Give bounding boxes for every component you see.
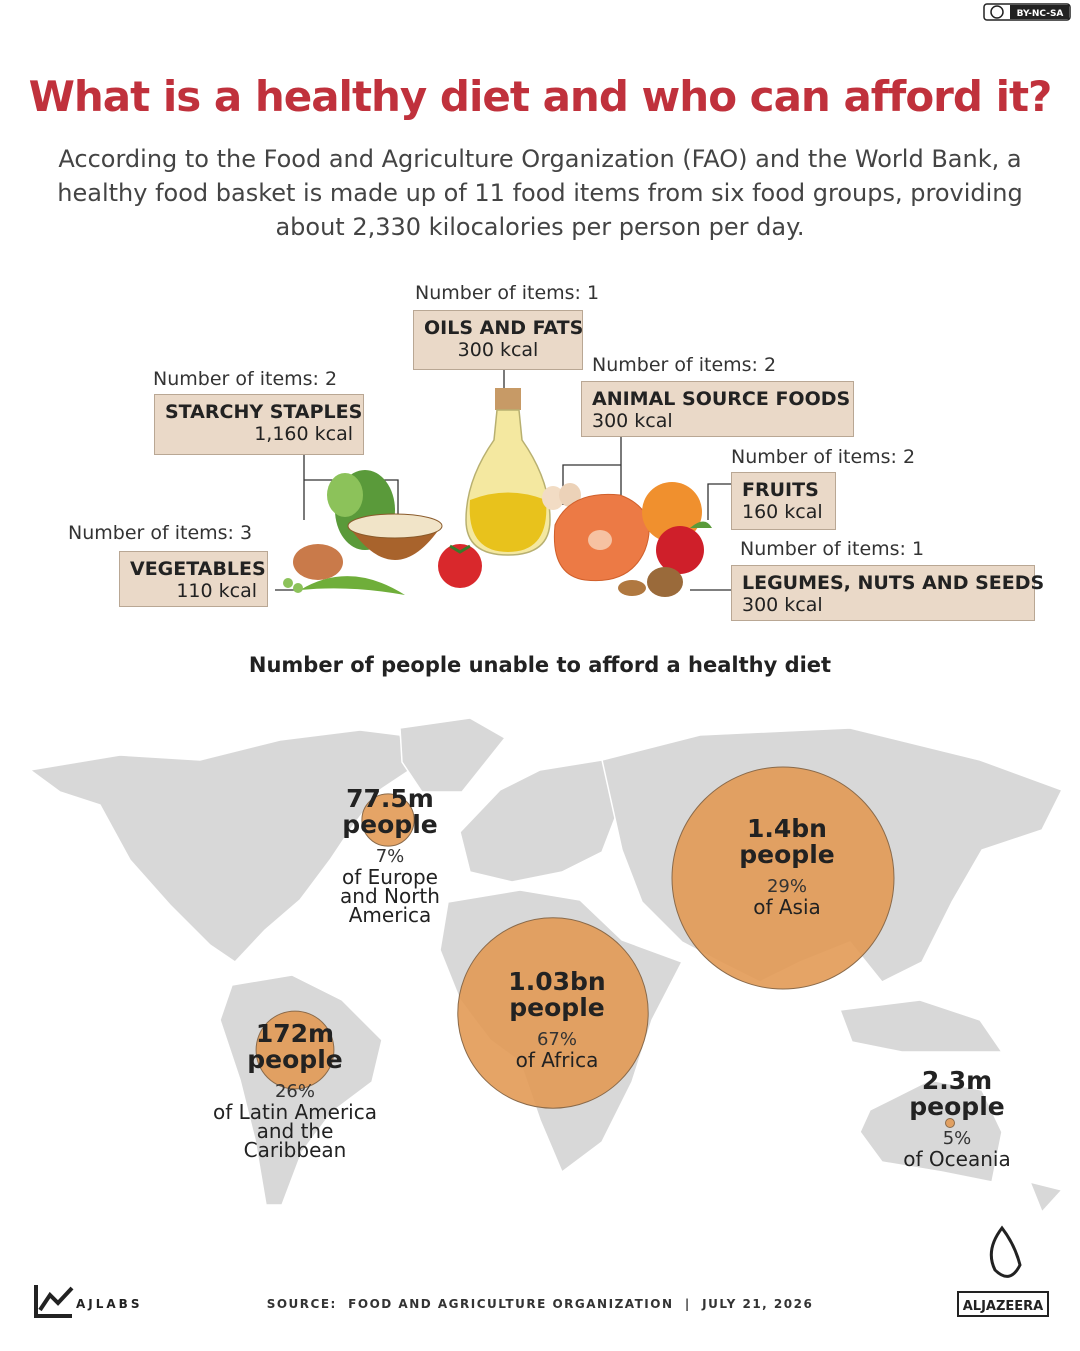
map-title: Number of people unable to afford a heal… — [248, 653, 832, 677]
food-group-box: STARCHY STAPLES 1,160 kcal — [154, 394, 364, 455]
bubble — [255, 1010, 335, 1090]
bubble — [457, 917, 649, 1109]
ajlabs-icon — [34, 1285, 74, 1318]
amount: 1.03bn — [508, 967, 606, 996]
unit: people — [342, 810, 438, 839]
items-count: Number of items: 2 — [731, 446, 916, 468]
bubble — [361, 793, 415, 847]
region-label: 1.4bn people 29% of Asia — [727, 814, 847, 919]
bubbles — [255, 766, 955, 1128]
license-badge-fill — [1010, 5, 1069, 19]
items-count: Number of items: 1 — [740, 538, 925, 560]
region-name: of Asia — [753, 895, 821, 919]
unit: people — [509, 993, 605, 1022]
source: SOURCE: FOOD AND AGRICULTURE ORGANIZATIO… — [266, 1297, 814, 1311]
region-label: 172m people 26% of Latin America and the Ca… — [205, 1019, 385, 1162]
aljazeera-logo: ALJAZEERA — [963, 1299, 1044, 1314]
bubble — [671, 766, 895, 990]
bubble — [945, 1118, 955, 1128]
region-name: of Europe and North America — [340, 865, 440, 927]
brand: AJLABS — [76, 1297, 142, 1311]
food-group-name: VEGETABLES — [130, 558, 266, 580]
aljazeera-emblem — [989, 1225, 1022, 1278]
cc-icon — [990, 5, 1004, 19]
food-group-name: ANIMAL SOURCE FOODS — [592, 388, 851, 410]
aljazeera-frame — [957, 1291, 1049, 1317]
region-name: of Latin America and the Caribbean — [213, 1100, 377, 1162]
food-group-kcal: 300 kcal — [457, 339, 539, 361]
food-group-name: LEGUMES, NUTS AND SEEDS — [742, 572, 1045, 594]
license-text: BY-NC-SA — [1017, 9, 1064, 19]
food-group-name: STARCHY STAPLES — [165, 401, 363, 423]
share: 67% — [536, 1029, 577, 1050]
food-group-kcal: 160 kcal — [742, 501, 823, 523]
subtitle: According to the Food and Agriculture Or… — [57, 145, 1023, 241]
amount: 77.5m — [346, 784, 434, 813]
food-group-kcal: 110 kcal — [176, 580, 257, 602]
food-group-box: ANIMAL SOURCE FOODS 300 kcal — [581, 381, 854, 437]
unit: people — [739, 840, 835, 869]
food-group-box: LEGUMES, NUTS AND SEEDS 300 kcal — [731, 565, 1045, 621]
region-label: 77.5m people 7% of Europe and North America — [330, 784, 450, 927]
items-count: Number of items: 2 — [153, 368, 338, 390]
food-group-box: VEGETABLES 110 kcal — [119, 551, 268, 607]
amount: 172m — [255, 1019, 335, 1048]
amount: 1.4bn — [747, 814, 827, 843]
food-group-box: OILS AND FATS 300 kcal — [413, 310, 583, 370]
share: 26% — [274, 1081, 315, 1102]
title: What is a healthy diet and who can affor… — [28, 72, 1053, 121]
region-name: of Oceania — [903, 1147, 1011, 1171]
amount: 2.3m — [921, 1066, 993, 1095]
items-count: Number of items: 2 — [592, 354, 777, 376]
unit: people — [247, 1045, 343, 1074]
food-group-name: OILS AND FATS — [424, 317, 584, 339]
food-group-kcal: 300 kcal — [592, 410, 673, 432]
share: 5% — [942, 1128, 972, 1149]
food-group-kcal: 1,160 kcal — [254, 423, 353, 445]
items-count: Number of items: 1 — [415, 282, 600, 304]
food-group-box: FRUITS 160 kcal — [731, 472, 836, 530]
food-group-kcal: 300 kcal — [742, 594, 823, 616]
unit: people — [909, 1092, 1005, 1121]
share: 29% — [766, 876, 807, 897]
region-label: 2.3m people 5% of Oceania — [892, 1066, 1022, 1171]
share: 7% — [375, 846, 405, 867]
food-group-name: FRUITS — [742, 479, 819, 501]
region-label: 1.03bn people 67% of Africa — [497, 967, 617, 1072]
items-count: Number of items: 3 — [68, 522, 253, 544]
food-illustration — [283, 388, 712, 597]
region-name: of Africa — [515, 1048, 599, 1072]
